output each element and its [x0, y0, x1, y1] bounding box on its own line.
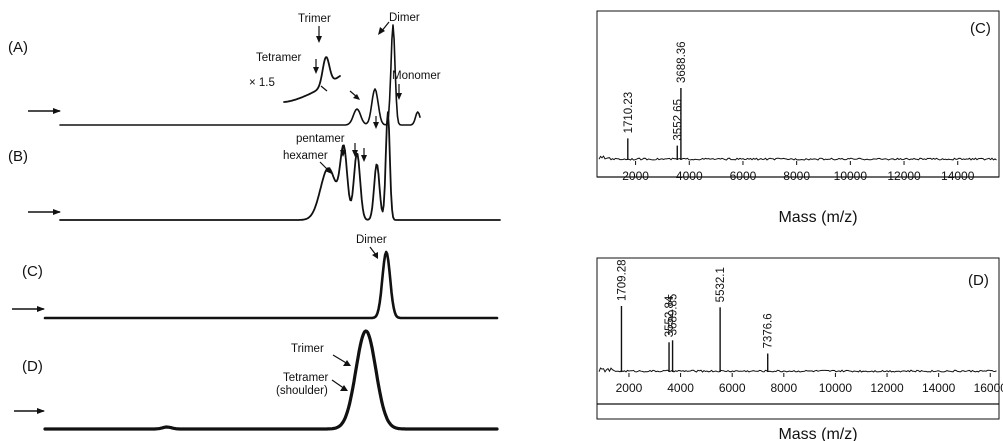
peak-label: 3552.65 [672, 99, 684, 141]
flow-arrow-b [28, 209, 61, 215]
flow-arrow-c [12, 306, 45, 312]
trace-a-inset [283, 56, 341, 103]
arrow-b-3 [361, 148, 367, 162]
arrow-a-dimer [378, 21, 390, 35]
arrow-b-hexamer [319, 161, 332, 174]
peak-label: 5532.1 [715, 267, 727, 302]
peaks-c: 1710.23 3552.65 3688.36 [623, 41, 688, 160]
x-tick-label: 4000 [676, 169, 703, 183]
arrow-a-trimer [316, 26, 322, 43]
ann-a-monomer: Monomer [392, 70, 441, 82]
flow-arrow-d [14, 408, 45, 414]
peak-label: 3688.36 [676, 41, 688, 83]
arrow-a-inset [320, 85, 328, 92]
arrow-a-tetramer [313, 59, 319, 74]
x-tick-label: 6000 [730, 169, 757, 183]
x-tick-label: 12000 [887, 169, 921, 183]
panel-label-spectrum-c: (C) [970, 20, 991, 37]
x-tick-label: 14000 [922, 381, 956, 395]
ann-a-tetramer: Tetramer [256, 52, 302, 64]
ann-d-shoulder: (shoulder) [276, 385, 328, 397]
x-tick-label: 2000 [616, 381, 643, 395]
ann-d-trimer: Trimer [291, 343, 324, 355]
x-tick-label: 8000 [783, 169, 810, 183]
peak-label: 3689.85 [668, 294, 680, 336]
trace-b [59, 111, 501, 221]
xlabel-c: Mass (m/z) [778, 209, 857, 226]
x-tick-label: 16000 [974, 381, 1003, 395]
ann-d-tetramer: Tetramer [283, 372, 329, 384]
arrow-b-dimer [373, 116, 379, 129]
x-tick-label: 8000 [770, 381, 797, 395]
peak-label: 1709.28 [616, 259, 628, 301]
ann-c-dimer: Dimer [356, 234, 387, 246]
panel-label-d: (D) [22, 358, 43, 375]
panel-label-b: (B) [8, 148, 28, 165]
ticks-d: 2000 4000 6000 8000 10000 12000 14000 16000 [616, 373, 1003, 395]
peak-label: 3552.84 [664, 295, 676, 337]
trace-d [43, 329, 499, 431]
baseline-noise-d [598, 367, 997, 373]
plot-frame-c [596, 10, 1000, 178]
ticks-c: 2000 4000 6000 8000 10000 12000 14000 [622, 161, 975, 183]
arrow-d-tetramer [331, 379, 348, 391]
panel-label-spectrum-d: (D) [968, 272, 989, 289]
arrow-d-trimer [332, 354, 351, 366]
panel-label-c: (C) [22, 263, 43, 280]
x-tick-label: 12000 [870, 381, 904, 395]
arrow-a-monomer [396, 84, 402, 100]
arrow-b-pentamer [340, 146, 346, 157]
xlabel-d: Mass (m/z) [778, 426, 857, 441]
ann-a-dimer: Dimer [389, 12, 420, 24]
x-tick-label: 2000 [622, 169, 649, 183]
baseline-noise-c [598, 155, 997, 161]
trace-a [59, 24, 421, 126]
ann-a-trimer: Trimer [298, 13, 331, 25]
x-tick-label: 4000 [667, 381, 694, 395]
ann-a-scale: × 1.5 [249, 77, 275, 89]
arrow-a-small [349, 90, 360, 100]
mass-spectrum-c: (C) 1710.23 3552.65 3688.36 2000 4000 6000 80… [596, 10, 1000, 226]
trace-c [43, 250, 499, 320]
peak-label: 7376.6 [763, 313, 775, 348]
panel-label-a: (A) [8, 39, 28, 56]
peak-label: 1710.23 [623, 92, 635, 134]
flow-arrow-a [28, 108, 61, 114]
x-tick-label: 14000 [941, 169, 975, 183]
ann-b-hexamer: hexamer [283, 150, 328, 162]
x-tick-label: 6000 [719, 381, 746, 395]
plot-frame-d [596, 257, 1000, 420]
arrow-c-dimer [369, 246, 378, 259]
arrow-b-2 [352, 143, 358, 157]
chromatogram-panels: (A) (B) (C) (D) Trimer Tetramer × 1.5 Di… [8, 12, 501, 431]
x-tick-label: 10000 [819, 381, 853, 395]
x-tick-label: 10000 [834, 169, 868, 183]
ann-b-pentamer: pentamer [296, 133, 345, 145]
